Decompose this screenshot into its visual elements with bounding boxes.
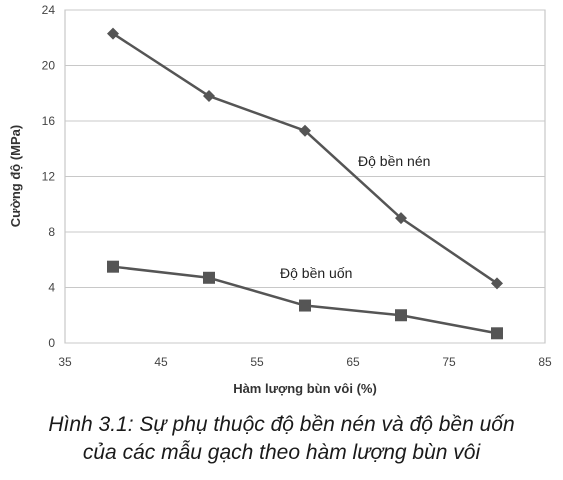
series-line [112,32,498,285]
data-point-diamond [107,27,119,40]
x-tick-label: 45 [154,355,168,369]
y-tick-label: 16 [42,114,56,128]
data-point-square [203,271,215,284]
series-label-compressive: Độ bền nén [358,153,430,169]
y-axis-title: Cường độ (MPa) [8,125,23,227]
line-chart: 0 4 8 12 16 20 24 35 45 55 65 75 85 Hàm lượng bùn v… [8,3,552,396]
x-tick-labels: 35 45 55 65 75 85 [58,355,552,369]
figure-caption-line-1: Hình 3.1: Sự phụ thuộc độ bền nén và độ … [48,413,515,436]
y-tick-label: 24 [42,3,56,17]
x-tick-label: 65 [346,355,360,369]
figure-caption-line-2: của các mẫu gạch theo hàm lượng bùn vôi [82,441,481,464]
y-tick-label: 20 [42,59,56,73]
y-tick-label: 0 [48,336,55,350]
y-tick-label: 12 [42,170,56,184]
data-point-square [395,309,407,322]
x-tick-label: 55 [250,355,264,369]
data-point-diamond [491,277,503,290]
x-tick-label: 35 [58,355,72,369]
x-tick-label: 85 [538,355,552,369]
data-point-square [299,299,311,312]
grid-lines [65,9,545,344]
data-point-diamond [395,212,407,225]
data-point-square [107,260,119,273]
series-layer [107,27,503,340]
y-tick-labels: 0 4 8 12 16 20 24 [42,3,56,350]
data-point-square [491,327,503,340]
x-tick-label: 75 [442,355,456,369]
y-tick-label: 8 [48,225,55,239]
y-tick-label: 4 [48,281,55,295]
x-axis-title: Hàm lượng bùn vôi (%) [233,381,377,396]
series-2 [107,260,503,340]
data-point-diamond [203,90,215,103]
series-label-flexural: Độ bền uốn [280,265,352,281]
data-point-diamond [299,124,311,137]
series-1 [107,27,503,290]
